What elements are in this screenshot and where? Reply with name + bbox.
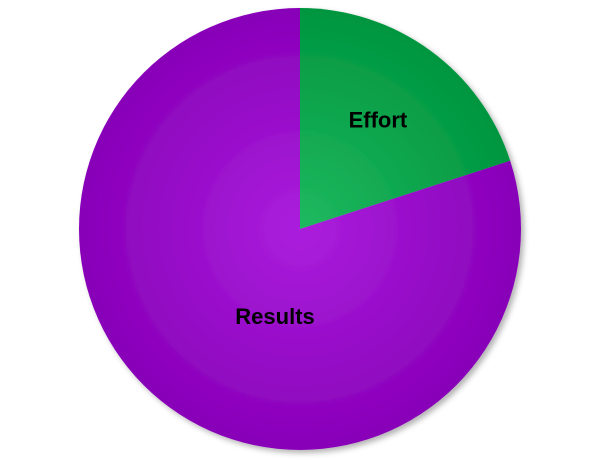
pie <box>79 8 521 450</box>
pie-slice <box>79 8 521 450</box>
slice-label: Effort <box>349 108 408 133</box>
slice-label: Results <box>235 304 314 329</box>
labels: Effort Results <box>235 108 408 330</box>
pie-slice <box>300 8 511 229</box>
